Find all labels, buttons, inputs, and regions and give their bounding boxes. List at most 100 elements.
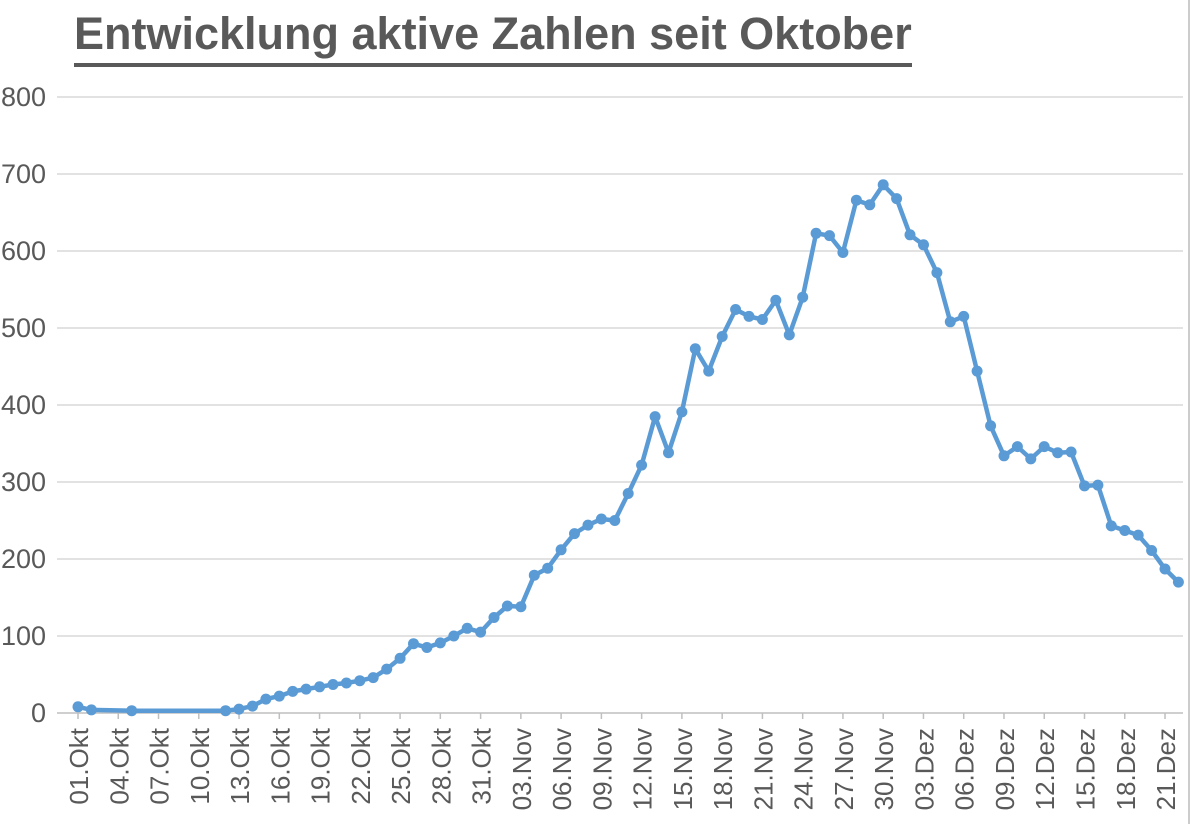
- data-point-marker: [367, 672, 379, 684]
- data-point-marker: [1079, 480, 1090, 492]
- x-axis-tick-label: 06.Dez: [950, 728, 980, 810]
- window-edge: [1188, 0, 1190, 824]
- data-point-marker: [985, 420, 997, 432]
- x-axis-tick-label: 18.Dez: [1111, 728, 1141, 810]
- data-point-marker: [1132, 529, 1144, 541]
- y-axis-tick-label: 600: [1, 236, 46, 266]
- x-axis-tick-label: 13.Okt: [225, 727, 255, 804]
- data-point-marker: [448, 630, 460, 642]
- data-point-marker: [1159, 563, 1171, 575]
- data-point-marker: [247, 700, 258, 712]
- data-point-marker: [891, 193, 903, 205]
- data-point-marker: [716, 331, 728, 342]
- data-point-marker: [340, 677, 352, 689]
- x-axis-tick-label: 28.Okt: [426, 727, 456, 804]
- y-axis-tick-label: 300: [1, 467, 46, 497]
- x-axis-tick-label: 30.Nov: [869, 728, 899, 810]
- x-axis-tick-label: 27.Nov: [829, 728, 859, 810]
- data-point-marker: [730, 304, 742, 315]
- x-axis-tick-label: 07.Okt: [145, 727, 175, 804]
- data-point-marker: [824, 230, 835, 242]
- data-point-marker: [273, 690, 285, 702]
- x-axis-tick-label: 24.Nov: [789, 728, 819, 810]
- x-axis-tick-label: 15.Dez: [1071, 728, 1101, 810]
- data-point-marker: [528, 569, 540, 581]
- x-axis-tick-label: 21.Dez: [1151, 728, 1181, 810]
- data-point-marker: [676, 406, 688, 418]
- x-axis-tick-label: 16.Okt: [265, 727, 295, 804]
- data-point-marker: [931, 267, 943, 279]
- data-point-marker: [72, 701, 84, 713]
- data-point-marker: [126, 705, 138, 717]
- data-point-marker: [314, 681, 326, 693]
- x-axis-tick-label: 19.Okt: [306, 727, 336, 804]
- data-point-marker: [327, 679, 339, 690]
- data-point-marker: [555, 544, 567, 556]
- data-point-marker: [515, 601, 527, 613]
- x-axis-tick-label: 09.Nov: [587, 728, 617, 810]
- chart-title: Entwicklung aktive Zahlen seit Oktober: [74, 8, 912, 67]
- x-axis-tick-label: 03.Nov: [507, 728, 537, 810]
- data-point-marker: [354, 675, 366, 687]
- data-point-marker: [743, 310, 755, 322]
- data-point-marker: [1172, 576, 1184, 588]
- data-point-marker: [421, 642, 433, 653]
- data-point-marker: [971, 365, 983, 377]
- x-axis-tick-label: 03.Dez: [909, 728, 939, 810]
- data-point-marker: [837, 247, 849, 258]
- data-point-marker: [622, 488, 634, 499]
- data-point-marker: [542, 562, 554, 574]
- data-point-marker: [877, 179, 889, 191]
- data-point-marker: [461, 622, 473, 634]
- x-axis-tick-label: 01.Okt: [64, 727, 94, 804]
- data-point-marker: [1119, 525, 1131, 536]
- data-point-marker: [569, 528, 580, 540]
- data-point-marker: [904, 229, 916, 241]
- x-axis-tick-label: 18.Nov: [708, 728, 738, 810]
- data-point-marker: [944, 316, 956, 328]
- data-point-marker: [287, 685, 299, 697]
- data-point-marker: [1052, 447, 1064, 459]
- data-point-marker: [770, 294, 782, 306]
- data-point-marker: [501, 600, 513, 612]
- data-point-marker: [1025, 453, 1037, 465]
- data-point-marker: [1065, 446, 1077, 458]
- data-point-marker: [958, 310, 970, 322]
- x-axis-tick-label: 04.Okt: [104, 727, 134, 804]
- data-point-marker: [1105, 520, 1117, 532]
- data-point-marker: [609, 515, 621, 526]
- data-point-marker: [998, 450, 1010, 462]
- data-point-marker: [663, 447, 674, 459]
- data-point-marker: [394, 652, 406, 664]
- data-point-marker: [1146, 545, 1158, 556]
- data-point-marker: [783, 329, 795, 341]
- data-point-marker: [1038, 441, 1050, 453]
- data-point-marker: [810, 227, 822, 239]
- y-axis-tick-label: 400: [1, 390, 46, 420]
- y-axis-tick-label: 800: [1, 82, 46, 112]
- data-point-marker: [381, 663, 393, 675]
- data-point-marker: [703, 365, 715, 377]
- y-axis-tick-label: 0: [31, 698, 46, 728]
- data-point-marker: [300, 683, 312, 695]
- x-axis-tick-label: 22.Okt: [346, 727, 376, 804]
- data-point-marker: [864, 199, 876, 211]
- y-axis-tick-label: 500: [1, 313, 46, 343]
- data-point-marker: [797, 291, 809, 303]
- x-axis-tick-label: 09.Dez: [990, 728, 1020, 810]
- data-point-marker: [636, 459, 648, 471]
- data-point-marker: [582, 519, 594, 531]
- data-point-marker: [1011, 441, 1023, 453]
- data-point-marker: [756, 314, 768, 325]
- x-axis-tick-label: 15.Nov: [668, 728, 698, 810]
- data-point-marker: [1092, 479, 1104, 491]
- data-point-marker: [918, 239, 929, 251]
- data-point-marker: [488, 612, 500, 623]
- data-point-marker: [649, 411, 661, 423]
- x-axis-tick-label: 10.Okt: [185, 727, 215, 804]
- data-point-marker: [408, 638, 419, 650]
- data-point-marker: [85, 704, 97, 716]
- x-axis-tick-label: 12.Dez: [1030, 728, 1060, 810]
